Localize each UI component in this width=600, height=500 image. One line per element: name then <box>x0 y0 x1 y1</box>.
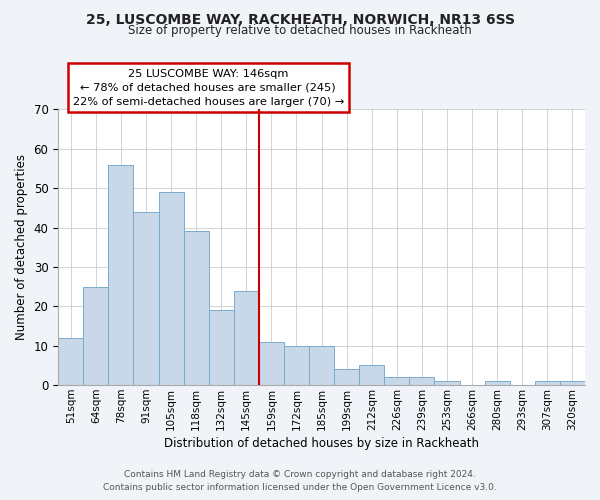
Bar <box>409 378 434 385</box>
Text: Contains HM Land Registry data © Crown copyright and database right 2024.
Contai: Contains HM Land Registry data © Crown c… <box>103 470 497 492</box>
Bar <box>284 346 309 385</box>
Bar <box>259 342 284 385</box>
Bar <box>158 192 184 385</box>
Text: Size of property relative to detached houses in Rackheath: Size of property relative to detached ho… <box>128 24 472 37</box>
Bar <box>83 286 109 385</box>
Bar <box>184 232 209 385</box>
Y-axis label: Number of detached properties: Number of detached properties <box>15 154 28 340</box>
Bar <box>535 381 560 385</box>
Bar <box>133 212 158 385</box>
Bar <box>485 381 510 385</box>
Bar <box>359 366 384 385</box>
Bar <box>234 290 259 385</box>
Bar <box>309 346 334 385</box>
Bar <box>209 310 234 385</box>
Bar <box>560 381 585 385</box>
Bar <box>334 370 359 385</box>
Bar <box>109 164 133 385</box>
Bar <box>58 338 83 385</box>
X-axis label: Distribution of detached houses by size in Rackheath: Distribution of detached houses by size … <box>164 437 479 450</box>
Bar <box>384 378 409 385</box>
Text: 25 LUSCOMBE WAY: 146sqm
← 78% of detached houses are smaller (245)
22% of semi-d: 25 LUSCOMBE WAY: 146sqm ← 78% of detache… <box>73 68 344 106</box>
Bar <box>434 381 460 385</box>
Text: 25, LUSCOMBE WAY, RACKHEATH, NORWICH, NR13 6SS: 25, LUSCOMBE WAY, RACKHEATH, NORWICH, NR… <box>86 12 515 26</box>
